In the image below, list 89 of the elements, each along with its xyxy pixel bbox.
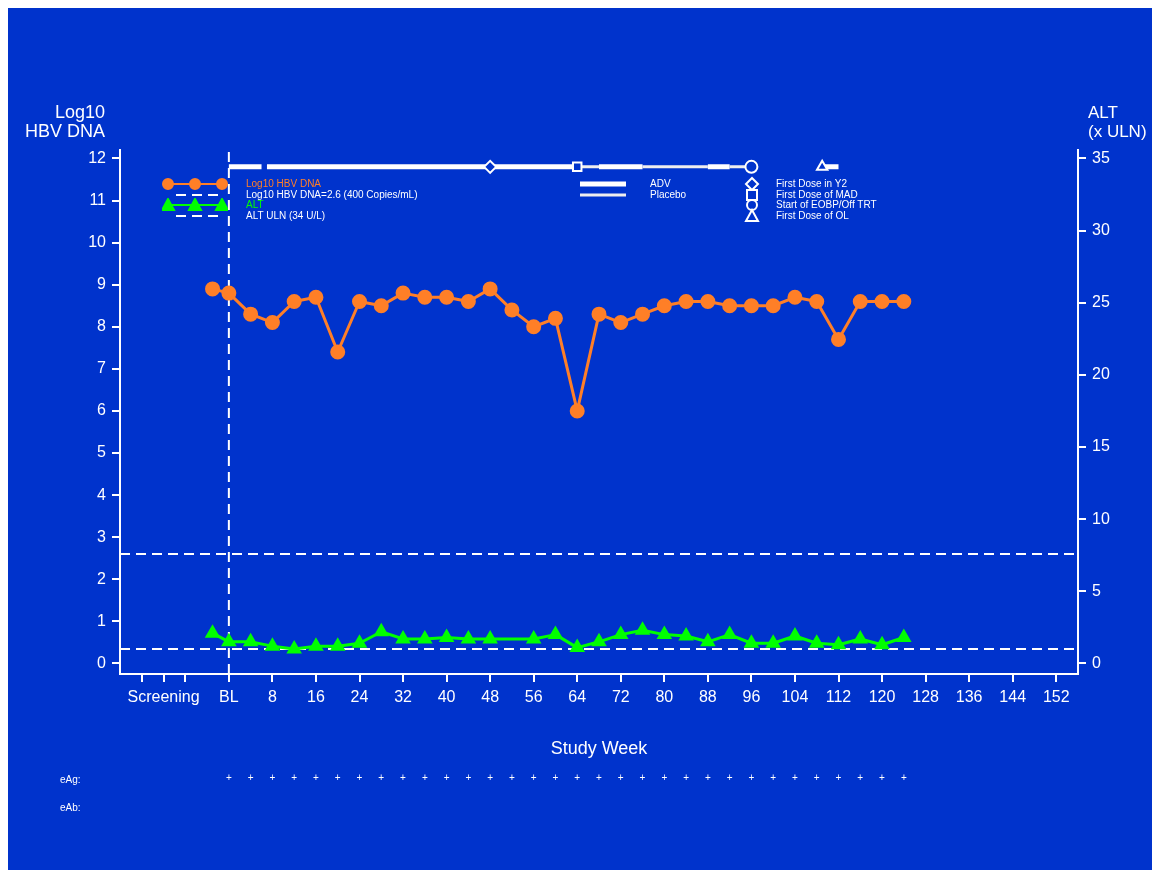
y-tick-label: 0 — [97, 653, 107, 671]
legend-label: ALT — [246, 199, 264, 211]
ref-line-label: ALT ULN (34 U/L) — [246, 209, 326, 222]
y-tick-label: 3 — [97, 527, 107, 545]
x-tick-label: 112 — [825, 688, 852, 706]
text: + — [225, 771, 232, 783]
y2-tick-label: 10 — [1092, 509, 1110, 527]
text: + — [770, 771, 777, 783]
x-tick-label: 120 — [868, 688, 896, 706]
x-tick-label: 152 — [1042, 688, 1070, 706]
text: + — [508, 771, 515, 783]
y2-tick-label: 15 — [1092, 437, 1110, 455]
text: + — [639, 771, 646, 783]
y-tick-label: 2 — [97, 569, 107, 587]
text: + — [378, 771, 385, 783]
x-tick-label: Screening — [127, 688, 200, 706]
x-tick-label: 136 — [955, 688, 983, 706]
text: + — [552, 771, 559, 783]
text: + — [596, 771, 603, 783]
text: eAb: — [60, 801, 81, 813]
y2-tick-label: 20 — [1092, 365, 1110, 383]
text: + — [291, 771, 298, 783]
legend-label: Log10 HBV DNA — [246, 178, 322, 190]
y-tick-label: 7 — [97, 359, 107, 377]
y-tick-label: 11 — [89, 190, 107, 208]
x-tick-label: 88 — [698, 688, 717, 706]
y-tick-label: 12 — [88, 148, 107, 166]
y-tick-label: 5 — [97, 443, 107, 461]
legend-label: Placebo — [650, 189, 687, 201]
y-tick-label: 8 — [97, 317, 107, 335]
text: + — [465, 771, 472, 783]
x-tick-label: 80 — [655, 688, 674, 706]
y2-tick-label: 35 — [1092, 148, 1110, 166]
x-tick-label: 64 — [568, 688, 587, 706]
legend-label: First Dose of MAD — [776, 188, 858, 200]
x-tick-label: 96 — [742, 688, 761, 706]
text: + — [269, 771, 276, 783]
text: eAg: — [60, 773, 81, 785]
x-tick-label: 32 — [394, 688, 413, 706]
y2-axis-title: ALT (x ULN) — [1088, 102, 1147, 141]
text: + — [661, 771, 668, 783]
text: + — [792, 771, 799, 783]
y-tick-label: 10 — [88, 233, 107, 250]
y2-tick-label: 25 — [1092, 293, 1110, 311]
y-axis-title: Log10 HBV DNA — [24, 101, 105, 141]
y-tick-label: 1 — [97, 611, 107, 629]
text: + — [400, 771, 407, 783]
x-tick-label: 144 — [999, 688, 1027, 706]
text: + — [313, 771, 320, 783]
legend-label: ADV — [650, 178, 671, 190]
text: + — [421, 771, 428, 783]
y-tick-label: 4 — [97, 485, 107, 503]
text: + — [574, 771, 581, 783]
text: + — [813, 771, 820, 783]
text: + — [879, 771, 886, 783]
text: + — [835, 771, 842, 783]
y2-tick-label: 30 — [1092, 220, 1110, 238]
x-tick-label: BL — [219, 688, 239, 706]
text: + — [247, 771, 254, 783]
x-tick-label: 72 — [611, 688, 630, 706]
x-axis-title: Study Week — [550, 737, 649, 758]
text: + — [857, 771, 864, 783]
x-tick-label: 40 — [437, 688, 456, 706]
text: + — [704, 771, 711, 783]
legend-label: First Dose of OL — [776, 209, 849, 222]
x-tick-label: 8 — [267, 688, 277, 706]
text: + — [334, 771, 341, 783]
x-tick-label: 24 — [350, 688, 369, 706]
text: + — [617, 771, 624, 783]
x-tick-label: 128 — [912, 688, 940, 706]
text: + — [443, 771, 450, 783]
x-tick-label: 56 — [524, 688, 543, 706]
y2-tick-label: 0 — [1092, 653, 1101, 671]
text: + — [748, 771, 755, 783]
x-tick-label: 48 — [481, 688, 500, 706]
x-tick-label: 16 — [307, 688, 325, 706]
y2-tick-label: 5 — [1092, 581, 1101, 599]
ref-line-label: Log10 HBV DNA=2.6 (400 Copies/mL) — [246, 188, 418, 201]
legend-label: First Dose in Y2 — [776, 178, 847, 190]
text: + — [487, 771, 494, 783]
y-tick-label: 6 — [97, 401, 107, 419]
text: + — [530, 771, 537, 783]
text: + — [726, 771, 733, 783]
y-tick-label: 9 — [97, 275, 107, 293]
legend-label: Start of EOBP/Off TRT — [776, 199, 877, 211]
text: + — [683, 771, 690, 783]
text: + — [356, 771, 363, 783]
x-tick-label: 104 — [781, 688, 809, 706]
text: + — [900, 771, 907, 783]
